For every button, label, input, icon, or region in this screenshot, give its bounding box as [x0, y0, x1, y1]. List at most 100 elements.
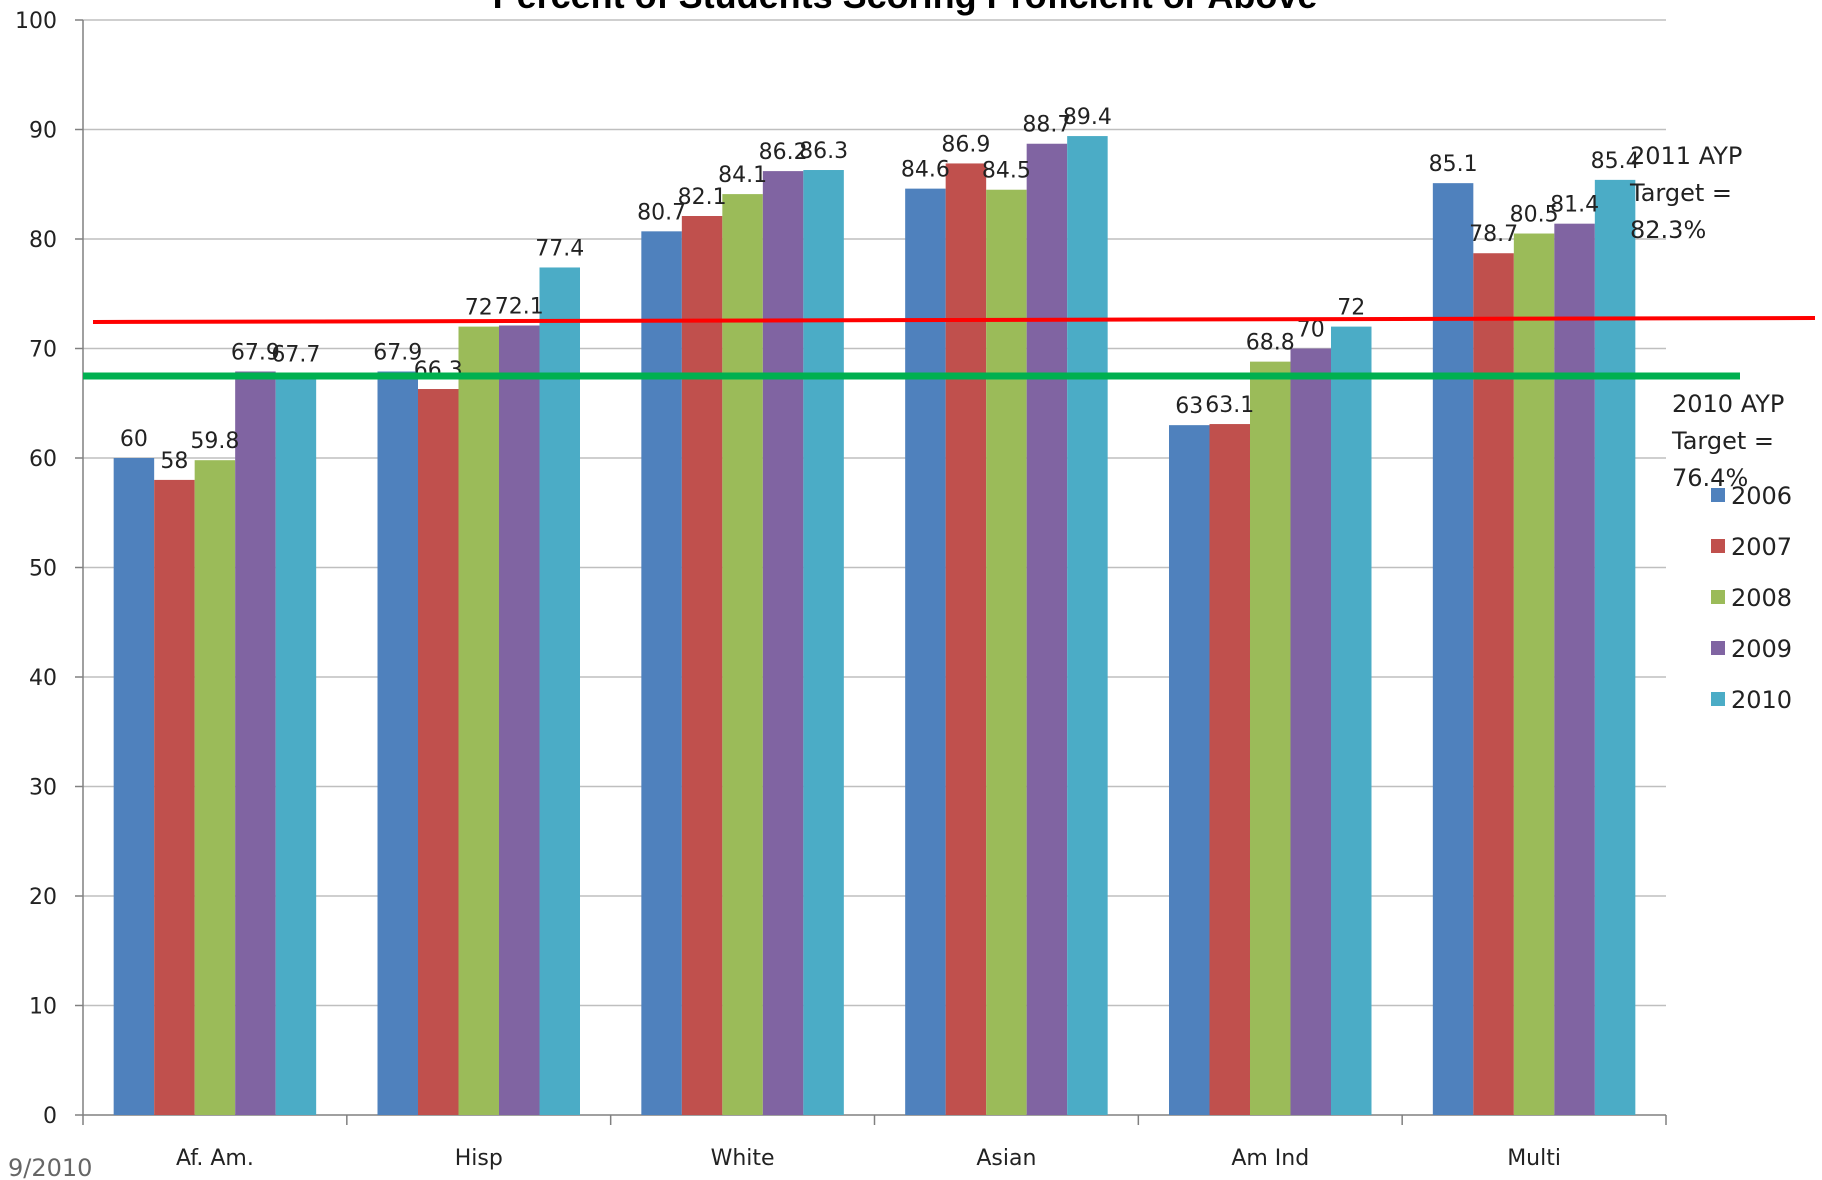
data-label: 86.3 — [799, 139, 848, 164]
data-label: 85.4 — [1591, 149, 1640, 174]
bar-2007 — [1209, 424, 1250, 1115]
data-label: 68.8 — [1246, 331, 1295, 356]
reference-lines: 2011 AYP Target = 82.3% 2010 AYP Target = 76.… — [83, 142, 1816, 492]
bar-2010 — [803, 170, 844, 1115]
legend-label: 2007 — [1731, 533, 1792, 561]
data-label: 88.7 — [1022, 113, 1071, 138]
x-tick-label: White — [711, 1146, 775, 1171]
data-label: 84.6 — [901, 158, 950, 183]
legend-swatch — [1711, 539, 1725, 553]
bar-2006 — [1432, 183, 1474, 1115]
bar-2007 — [945, 163, 987, 1115]
bar-2009 — [1554, 223, 1595, 1116]
bar-2010 — [1331, 326, 1372, 1116]
data-label: 67.9 — [373, 340, 422, 365]
data-label: 70 — [1297, 318, 1325, 343]
data-label: 78.7 — [1469, 222, 1518, 247]
data-label: 86.9 — [941, 132, 990, 157]
legend-swatch — [1711, 641, 1725, 655]
data-label: 63.1 — [1205, 393, 1254, 418]
x-tick-label: Am Ind — [1231, 1146, 1309, 1171]
legend-swatch — [1711, 590, 1725, 604]
y-tick-label: 90 — [29, 119, 57, 144]
reference-line-2011 — [92, 316, 1816, 324]
y-tick-label: 60 — [29, 447, 57, 472]
reference-line-annotation: 82.3% — [1630, 216, 1706, 244]
data-label: 89.4 — [1063, 105, 1112, 130]
reference-line-annotation: 2010 AYP — [1672, 390, 1784, 418]
bar-2008 — [1250, 361, 1291, 1115]
data-label: 60 — [120, 427, 148, 452]
bar-2010 — [1067, 136, 1108, 1115]
data-label: 84.1 — [718, 163, 767, 188]
data-label: 63 — [1175, 394, 1203, 419]
data-label: 67.9 — [231, 340, 280, 365]
bar-2007 — [418, 389, 459, 1115]
bars — [113, 136, 1636, 1116]
bar-2009 — [1026, 143, 1068, 1116]
data-label: 72 — [1337, 296, 1365, 321]
data-label: 82.1 — [678, 185, 727, 210]
data-label: 59.8 — [190, 429, 239, 454]
y-tick-label: 10 — [29, 995, 57, 1020]
reference-line-annotation: 76.4% — [1672, 464, 1748, 492]
legend-swatch — [1711, 692, 1725, 706]
reference-line-annotation: 2011 AYP — [1630, 142, 1742, 170]
legend-label: 2008 — [1731, 584, 1792, 612]
bar-2006 — [905, 188, 946, 1115]
y-tick-label: 20 — [29, 885, 57, 910]
x-tick-label: Hisp — [455, 1146, 503, 1171]
bar-2008 — [194, 460, 236, 1115]
chart-title: Percent of Students Scoring Proficient o… — [493, 0, 1318, 16]
bar-2008 — [722, 194, 763, 1116]
bar-2009 — [1290, 348, 1331, 1115]
x-tick-label: Multi — [1507, 1146, 1561, 1171]
reference-line-annotation: Target = — [1629, 179, 1732, 207]
data-label: 81.4 — [1550, 193, 1599, 218]
data-label: 72 — [465, 296, 493, 321]
x-tick-label: Asian — [976, 1146, 1036, 1171]
legend-label: 2010 — [1731, 686, 1792, 714]
bar-2009 — [499, 325, 540, 1115]
bar-2009 — [762, 171, 804, 1116]
bar-2006 — [377, 371, 418, 1115]
bar-2008 — [458, 326, 499, 1116]
data-label: 72.1 — [495, 295, 544, 320]
data-label: 85.1 — [1429, 152, 1478, 177]
data-label: 58 — [160, 449, 188, 474]
reference-line-annotation: Target = — [1671, 427, 1774, 455]
data-label: 80.7 — [637, 200, 686, 225]
bar-2007 — [1473, 253, 1514, 1116]
bar-2010 — [539, 267, 580, 1116]
data-label: 80.5 — [1510, 203, 1559, 228]
legend-label: 2006 — [1731, 482, 1792, 510]
gridlines — [83, 19, 1666, 1007]
data-label: 77.4 — [535, 236, 584, 261]
bar-2008 — [986, 189, 1027, 1116]
bar-2006 — [1169, 425, 1210, 1115]
y-tick-label: 30 — [29, 776, 57, 801]
y-tick-label: 80 — [29, 228, 57, 253]
bar-2007 — [681, 216, 723, 1115]
bar-2010 — [275, 373, 317, 1115]
bar-2010 — [1594, 179, 1636, 1115]
y-tick-label: 50 — [29, 557, 57, 582]
x-tick-label: Af. Am. — [176, 1146, 254, 1171]
data-label: 84.5 — [982, 159, 1031, 184]
bar-2007 — [154, 479, 195, 1115]
data-label: 86.2 — [759, 140, 808, 165]
y-tick-label: 0 — [43, 1104, 57, 1129]
bar-2009 — [235, 371, 276, 1115]
data-label: 67.7 — [271, 343, 320, 368]
footer-date: 9/2010 — [8, 1154, 92, 1180]
y-tick-label: 100 — [15, 9, 57, 34]
legend: 2006 2007 2008 2009 2010 — [1711, 482, 1792, 714]
legend-swatch — [1711, 488, 1725, 502]
bar-2008 — [1513, 233, 1555, 1115]
y-tick-label: 70 — [29, 338, 57, 363]
bar-2006 — [113, 458, 155, 1115]
legend-label: 2009 — [1731, 635, 1792, 663]
axes: 0 10 20 30 40 50 60 70 80 90 100 Af. Am. Hisp White As… — [15, 9, 1667, 1171]
